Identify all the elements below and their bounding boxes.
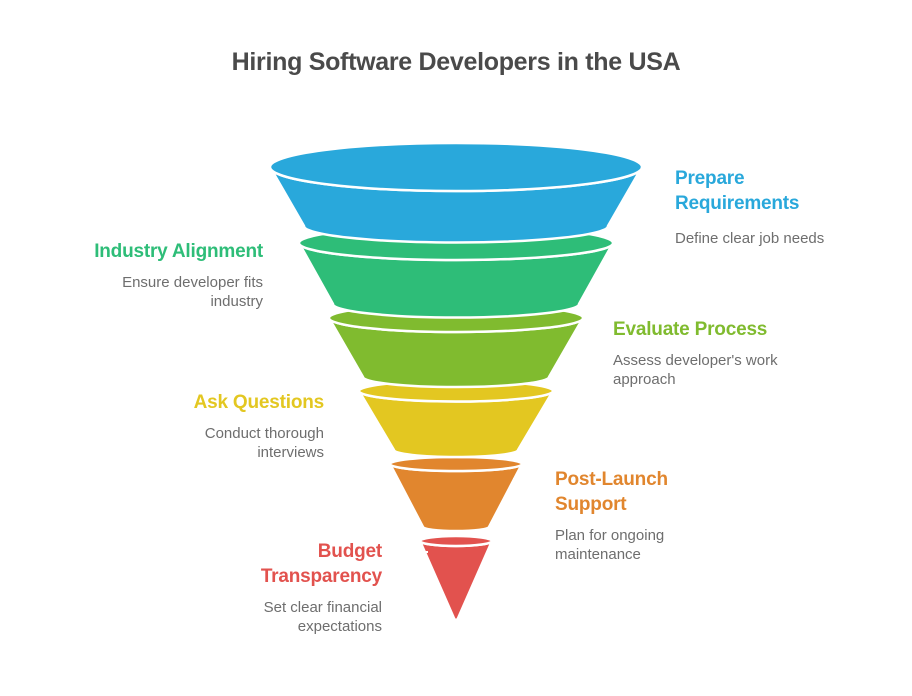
stage-description-prepare-requirements: Define clear job needs <box>675 230 825 247</box>
stage-description-ask-questions: Conduct thorough interviews <box>204 425 324 461</box>
stage-label-ask-questions: Ask Questions <box>193 392 325 413</box>
callout-evaluate-process: Evaluate Process Assess developer's work… <box>613 317 793 389</box>
stage-label-prepare-requirements: Prepare Requirements <box>675 168 800 214</box>
callout-post-launch-support: Post-Launch Support Plan for ongoing mai… <box>555 467 700 564</box>
stage-description-post-launch-support: Plan for ongoing maintenance <box>555 527 665 563</box>
funnel-segment-budget-transparency <box>418 534 494 622</box>
funnel-segment-prepare-requirements <box>268 141 644 244</box>
callout-prepare-requirements: Prepare Requirements Define clear job ne… <box>675 166 825 248</box>
stage-description-evaluate-process: Assess developer's work approach <box>613 352 778 388</box>
stage-label-budget-transparency: Budget Transparency <box>260 541 382 587</box>
chart-title: Hiring Software Developers in the USA <box>231 48 681 76</box>
funnel-segment-ask-questions <box>357 379 555 459</box>
stage-label-post-launch-support: Post-Launch Support <box>555 469 668 515</box>
funnel-segment-post-launch-support <box>388 455 524 533</box>
callout-industry-alignment: Industry Alignment Ensure developer fits… <box>94 239 263 311</box>
callout-ask-questions: Ask Questions Conduct thorough interview… <box>184 390 325 462</box>
callout-budget-transparency: Budget Transparency Set clear financial … <box>232 539 382 636</box>
stage-label-evaluate-process: Evaluate Process <box>613 319 768 340</box>
stage-description-budget-transparency: Set clear financial expectations <box>263 599 382 635</box>
stage-description-industry-alignment: Ensure developer fits industry <box>122 274 263 310</box>
stage-label-industry-alignment: Industry Alignment <box>94 241 263 262</box>
